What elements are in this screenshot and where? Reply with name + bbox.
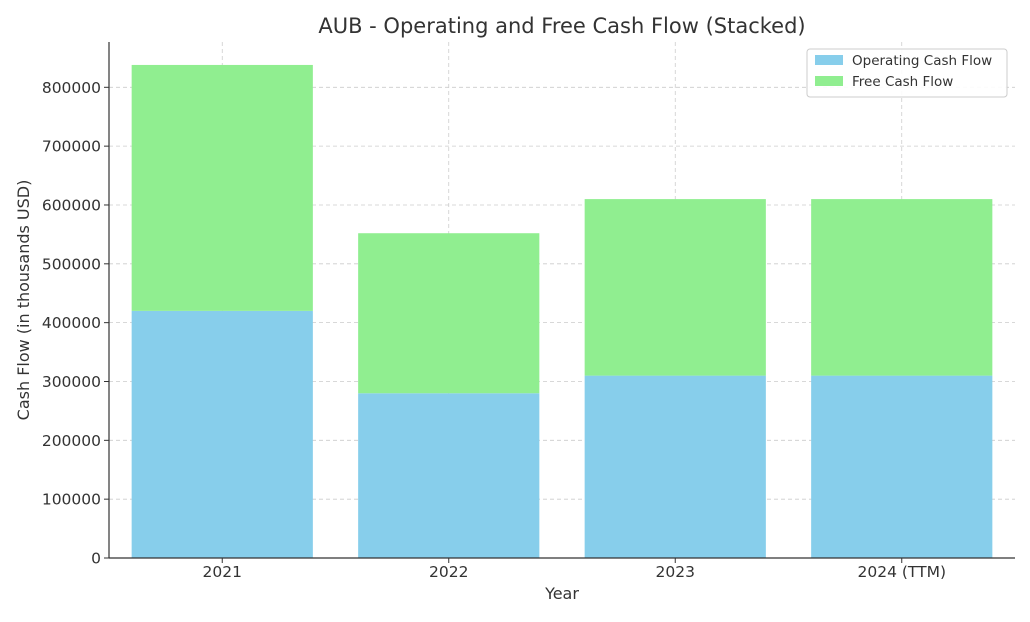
bar-free-cash-flow-3 — [811, 199, 993, 376]
legend-label-free: Free Cash Flow — [852, 74, 953, 90]
x-tick-label: 2024 (TTM) — [857, 563, 946, 581]
chart-title: AUB - Operating and Free Cash Flow (Stac… — [318, 14, 805, 38]
bar-operating-cash-flow-1 — [358, 393, 540, 558]
tick-labels: 0 100000 200000 300000 400000 500000 600000 700… — [42, 79, 946, 581]
legend-label-operating: Operating Cash Flow — [852, 53, 992, 69]
y-tick-label: 700000 — [42, 138, 101, 156]
bar-free-cash-flow-2 — [584, 199, 766, 376]
bar-free-cash-flow-1 — [358, 233, 540, 394]
y-tick-label: 0 — [91, 550, 101, 568]
y-tick-label: 500000 — [42, 255, 101, 273]
bar-operating-cash-flow-3 — [811, 375, 993, 558]
y-tick-label: 100000 — [42, 491, 101, 509]
legend-box — [806, 48, 1008, 98]
bar-free-cash-flow-0 — [131, 64, 313, 311]
legend-swatch-operating — [815, 55, 843, 65]
axes — [108, 42, 1015, 559]
bars — [131, 64, 993, 558]
y-tick-label: 200000 — [42, 432, 101, 450]
y-tick-label: 800000 — [42, 79, 101, 97]
y-axis-label: Cash Flow (in thousands USD) — [14, 180, 33, 421]
y-tick-label: 600000 — [42, 196, 101, 214]
legend-swatch-free — [815, 76, 843, 86]
bar-operating-cash-flow-0 — [131, 310, 313, 558]
bar-operating-cash-flow-2 — [584, 375, 766, 558]
x-tick-label: 2023 — [656, 563, 695, 581]
x-tick-label: 2021 — [203, 563, 242, 581]
x-axis-label: Year — [544, 584, 579, 603]
legend: Operating Cash Flow Free Cash Flow — [806, 48, 1008, 98]
x-tick-label: 2022 — [429, 563, 468, 581]
y-tick-label: 400000 — [42, 314, 101, 332]
y-tick-label: 300000 — [42, 373, 101, 391]
